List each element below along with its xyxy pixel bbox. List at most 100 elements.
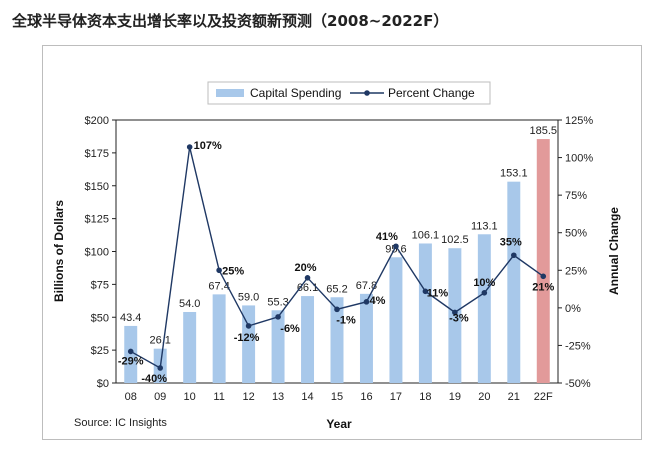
x-tick-label: 17 <box>390 391 402 403</box>
x-tick-label: 21 <box>508 391 520 403</box>
bar-value-label: 55.3 <box>267 296 288 308</box>
x-tick-label: 11 <box>213 391 224 403</box>
percent-value-label: -12% <box>234 332 260 344</box>
percent-value-label: -3% <box>449 312 469 324</box>
percent-value-label: 21% <box>532 281 554 293</box>
legend-label-capital-spending: Capital Spending <box>250 86 341 100</box>
percent-value-label: 35% <box>500 236 522 248</box>
y2-axis-title: Annual Change <box>607 207 621 295</box>
bar-value-label: 113.1 <box>471 220 498 232</box>
bar-value-label: 54.0 <box>179 298 200 310</box>
left-tick-label: $175 <box>85 148 109 160</box>
right-tick-label: 50% <box>565 228 587 240</box>
percent-point-14 <box>304 275 311 281</box>
left-tick-label: $150 <box>85 181 109 193</box>
right-tick-label: -50% <box>565 378 591 390</box>
percent-point-17 <box>393 243 399 250</box>
percent-point-13 <box>275 314 281 320</box>
percent-value-label: -29% <box>118 355 144 367</box>
bar-value-label: 43.4 <box>120 312 141 324</box>
x-tick-label: 10 <box>184 391 196 403</box>
bar-value-label: 102.5 <box>441 234 469 246</box>
legend-label-percent-change: Percent Change <box>388 86 475 100</box>
bar-20 <box>477 234 491 383</box>
percent-value-label: -6% <box>280 323 300 335</box>
bar-series <box>124 139 550 383</box>
left-tick-label: $200 <box>85 115 109 127</box>
percent-point-11 <box>216 267 222 274</box>
x-tick-label: 18 <box>419 391 431 403</box>
left-axis-ticks: $0 $25 $50 $75 $100 $125 $150 $175 $200 <box>85 115 116 390</box>
bar-16 <box>359 293 373 383</box>
right-tick-label: 0% <box>565 303 581 315</box>
percent-value-label: 4% <box>370 295 386 307</box>
left-tick-label: $75 <box>91 279 109 291</box>
percent-point-10 <box>186 144 193 150</box>
bar-14 <box>301 296 315 383</box>
bar-15 <box>330 297 344 383</box>
right-tick-label: 75% <box>565 190 587 202</box>
bar-value-label: 153.1 <box>500 168 528 180</box>
chart-legend: Capital Spending Percent Change <box>207 81 491 105</box>
bar-21 <box>507 181 521 383</box>
bar-11 <box>212 294 226 383</box>
percent-point-21 <box>511 252 517 259</box>
bar-value-label: 59.0 <box>238 291 259 303</box>
right-tick-label: 25% <box>565 265 587 277</box>
x-tick-label: 22F <box>534 391 553 403</box>
legend-marker <box>364 90 370 96</box>
right-tick-label: 125% <box>565 115 593 127</box>
legend-swatch-capital-spending <box>216 89 244 97</box>
x-tick-label: 08 <box>125 391 137 403</box>
bar-17 <box>389 257 403 383</box>
percent-value-label: 25% <box>222 265 244 277</box>
percent-point-19 <box>452 309 458 316</box>
line-series <box>127 144 547 371</box>
x-tick-label: 14 <box>301 391 313 403</box>
bar-19 <box>448 248 462 383</box>
percent-value-label: 41% <box>376 231 398 243</box>
percent-value-label: -1% <box>336 314 356 326</box>
percent-point-20 <box>481 290 488 296</box>
percent-value-label: 10% <box>473 277 495 289</box>
legend-box <box>207 81 491 105</box>
x-axis-title: Year <box>326 417 352 431</box>
bar-22F <box>536 139 550 383</box>
source-note: Source: IC Insights <box>74 417 167 429</box>
bar-value-label: 185.5 <box>530 125 558 137</box>
percent-labels: -29% -40% 107% 25% -12% -6% 20% -1% 4% 41% 11% -3% 1… <box>118 140 555 385</box>
bar-value-label: 67.4 <box>208 280 229 292</box>
bar-value-label: 65.2 <box>326 283 347 295</box>
x-tick-label: 19 <box>449 391 461 403</box>
bar-13 <box>271 310 285 383</box>
bar-value-label: 106.1 <box>412 229 440 241</box>
percent-point-16 <box>363 299 370 305</box>
percent-point-22F <box>540 273 547 280</box>
left-tick-label: $25 <box>91 345 109 357</box>
bar-value-label: 95.6 <box>385 243 406 255</box>
y-axis-title: Billions of Dollars <box>52 200 66 302</box>
percent-point-15 <box>334 306 340 313</box>
percent-point-18 <box>422 288 429 295</box>
bar-08 <box>124 325 138 383</box>
percent-point-09 <box>157 365 163 371</box>
left-tick-label: $50 <box>91 312 109 324</box>
percent-value-label: -40% <box>141 373 167 385</box>
x-tick-label: 12 <box>242 391 254 403</box>
percent-point-12 <box>245 323 252 329</box>
percent-point-08 <box>127 348 134 355</box>
x-axis-ticks: 08 09 10 11 12 13 14 15 16 17 18 19 20 21 22F <box>125 391 553 403</box>
percent-value-label: 11% <box>427 287 449 299</box>
right-tick-label: -25% <box>565 340 591 352</box>
right-axis-ticks: -50% -25% 0% 25% 50% 75% 100% 125% <box>558 115 593 390</box>
left-tick-label: $100 <box>85 247 109 259</box>
left-tick-label: $125 <box>85 214 109 226</box>
x-tick-label: 16 <box>360 391 372 403</box>
bar-value-label: 26.1 <box>149 335 170 347</box>
right-tick-label: 100% <box>565 153 593 165</box>
left-tick-label: $0 <box>97 378 109 390</box>
bar-value-label: 67.8 <box>356 280 377 292</box>
percent-value-label: 107% <box>194 140 222 152</box>
page-title: 全球半导体资本支出增长率以及投资额新预测（2008~2022F） <box>12 12 449 30</box>
